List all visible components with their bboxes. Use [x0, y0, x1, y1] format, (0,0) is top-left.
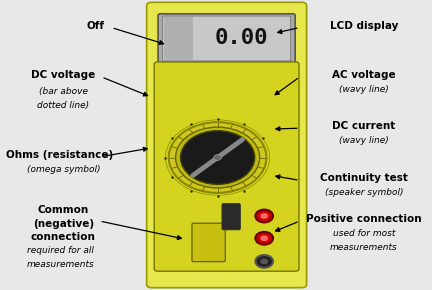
- Text: (bar above: (bar above: [39, 87, 88, 96]
- Text: required for all: required for all: [27, 246, 94, 255]
- Text: connection: connection: [31, 232, 96, 242]
- Circle shape: [169, 122, 267, 193]
- Text: (omega symbol): (omega symbol): [26, 165, 100, 174]
- Circle shape: [255, 210, 273, 222]
- Text: (negative): (negative): [33, 219, 94, 229]
- FancyBboxPatch shape: [192, 223, 225, 262]
- Text: Off: Off: [86, 21, 104, 31]
- Text: dotted line): dotted line): [37, 101, 89, 110]
- Text: Ohms (resistance): Ohms (resistance): [6, 150, 113, 160]
- Text: AC voltage: AC voltage: [332, 70, 396, 80]
- FancyBboxPatch shape: [222, 204, 240, 230]
- Circle shape: [214, 155, 222, 160]
- Text: Continuity test: Continuity test: [320, 173, 408, 183]
- Text: used for most: used for most: [333, 229, 395, 238]
- FancyBboxPatch shape: [164, 17, 193, 60]
- Circle shape: [260, 258, 268, 264]
- Circle shape: [255, 255, 273, 268]
- Circle shape: [181, 131, 255, 184]
- FancyBboxPatch shape: [146, 2, 307, 288]
- Text: DC voltage: DC voltage: [31, 70, 95, 80]
- Text: DC current: DC current: [332, 121, 396, 131]
- Text: (wavy line): (wavy line): [339, 85, 389, 95]
- Circle shape: [260, 235, 268, 241]
- Circle shape: [255, 232, 273, 245]
- Circle shape: [165, 120, 270, 195]
- FancyBboxPatch shape: [158, 14, 295, 63]
- Text: 0.00: 0.00: [215, 28, 268, 48]
- Text: Positive connection: Positive connection: [306, 214, 422, 224]
- Circle shape: [175, 127, 260, 188]
- Text: LCD display: LCD display: [330, 21, 398, 31]
- Text: (speaker symbol): (speaker symbol): [325, 188, 403, 197]
- Text: (wavy line): (wavy line): [339, 136, 389, 145]
- Circle shape: [260, 213, 268, 219]
- Text: measurements: measurements: [330, 242, 398, 252]
- FancyBboxPatch shape: [154, 62, 299, 271]
- Text: measurements: measurements: [27, 260, 94, 269]
- FancyBboxPatch shape: [162, 16, 291, 61]
- Text: Common: Common: [38, 205, 89, 215]
